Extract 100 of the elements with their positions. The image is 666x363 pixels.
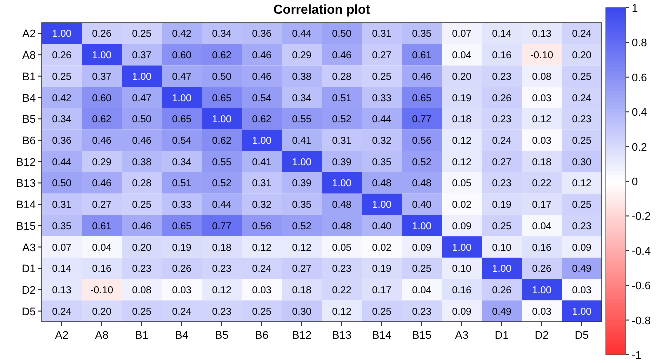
x-tick-label: D2	[534, 330, 550, 342]
color-bar-label: -0.4	[632, 246, 651, 258]
data-label: 0.28	[132, 178, 152, 190]
color-bar-label: 0.4	[632, 107, 648, 120]
data-label: 0.31	[372, 29, 392, 40]
data-label: 0.36	[52, 136, 72, 147]
data-label: 0.16	[92, 264, 112, 276]
data-label: 0.48	[372, 178, 392, 190]
color-bar-label: -0.6	[632, 280, 651, 293]
data-label: 0.30	[572, 157, 592, 168]
data-label: 0.48	[332, 200, 352, 212]
data-label: 0.32	[252, 200, 272, 212]
data-label: 0.77	[212, 221, 232, 232]
data-label: 1.00	[412, 221, 432, 232]
data-label: 0.34	[52, 114, 72, 126]
color-bar-label: 0.8	[632, 38, 648, 50]
data-label: 0.44	[372, 114, 392, 126]
data-label: 0.24	[492, 136, 512, 147]
data-label: 0.23	[212, 306, 232, 318]
data-label: 0.65	[172, 221, 192, 232]
x-tick-label: D5	[574, 330, 590, 342]
data-label: 0.35	[412, 29, 432, 40]
data-label: 1.00	[532, 285, 552, 296]
data-label: 0.24	[52, 306, 72, 318]
data-label: 1.00	[292, 157, 312, 168]
data-label: 0.16	[532, 242, 552, 254]
data-label: 0.08	[132, 285, 152, 296]
data-label: 0.37	[132, 50, 152, 62]
data-label: 0.25	[572, 200, 592, 212]
data-label: 0.27	[292, 264, 312, 276]
data-label: 0.26	[492, 285, 512, 296]
data-label: 0.03	[572, 285, 592, 296]
data-label: 0.12	[292, 242, 312, 254]
data-label: 0.23	[332, 264, 352, 276]
data-label: 0.10	[452, 264, 472, 276]
data-label: 0.25	[132, 306, 152, 318]
data-label: 0.39	[332, 157, 352, 168]
data-label: 0.23	[572, 114, 592, 126]
data-label: 0.04	[412, 285, 432, 296]
data-label: 0.51	[332, 93, 352, 104]
color-bar-label: 0	[632, 176, 638, 188]
data-label: 0.23	[492, 178, 512, 190]
data-label: 0.12	[532, 114, 552, 126]
data-label: 0.46	[92, 136, 112, 147]
data-label: 0.38	[292, 72, 312, 83]
data-label: 1.00	[132, 72, 152, 83]
y-tick-label: A8	[22, 50, 36, 62]
data-label: 0.39	[292, 178, 312, 190]
data-label: 0.19	[172, 242, 192, 254]
data-label: 0.40	[412, 200, 432, 212]
data-label: 0.12	[452, 136, 472, 147]
data-label: 0.23	[132, 264, 152, 276]
data-label: 0.29	[92, 157, 112, 168]
data-label: 0.46	[132, 221, 152, 232]
y-tick-label: D5	[22, 306, 36, 318]
y-tick-label: B4	[22, 92, 36, 105]
data-label: 0.29	[292, 50, 312, 62]
x-tick-label: D1	[494, 330, 510, 342]
data-label: 0.35	[52, 221, 72, 232]
data-label: 1.00	[172, 93, 192, 104]
y-tick-label: B1	[22, 71, 36, 84]
data-label: 0.77	[412, 114, 432, 126]
data-label: 0.50	[132, 114, 152, 126]
data-label: 0.42	[172, 29, 192, 40]
data-label: 0.49	[572, 264, 592, 276]
data-label: 0.41	[292, 136, 312, 147]
data-label: 0.19	[492, 200, 512, 212]
data-label: 0.37	[92, 72, 112, 83]
y-tick-label: B5	[22, 114, 36, 126]
data-label: 0.26	[92, 29, 112, 40]
data-label: 0.25	[132, 200, 152, 212]
data-label: 0.04	[92, 242, 112, 254]
data-label: 0.34	[292, 93, 312, 104]
x-tick-label: B15	[412, 330, 432, 342]
data-label: 0.46	[252, 50, 272, 62]
data-label: 0.25	[52, 72, 72, 83]
data-label: 0.03	[172, 285, 192, 296]
y-tick-label: A3	[22, 242, 36, 254]
data-label: 0.55	[212, 157, 232, 168]
data-label: 0.23	[492, 114, 512, 126]
data-label: 0.41	[252, 157, 272, 168]
data-label: 0.25	[132, 29, 152, 40]
y-tick-label: B6	[22, 135, 36, 148]
data-label: 0.36	[252, 29, 272, 40]
data-label: 0.46	[332, 50, 352, 62]
data-label: 0.05	[452, 178, 472, 190]
data-label: 0.03	[532, 306, 552, 318]
y-tick-label: B15	[16, 220, 36, 233]
x-tick-label: B1	[135, 330, 149, 342]
data-label: 0.25	[372, 306, 392, 318]
data-label: 1.00	[572, 306, 592, 318]
data-label: 1.00	[452, 242, 472, 254]
data-label: 1.00	[252, 136, 272, 147]
data-label: 0.44	[292, 29, 312, 40]
data-label: 0.50	[52, 178, 72, 190]
x-tick-label: B6	[255, 330, 269, 342]
data-label: 0.35	[292, 200, 312, 212]
data-label: 1.00	[372, 200, 392, 212]
data-label: 0.33	[372, 93, 392, 104]
data-label: 0.65	[172, 114, 192, 126]
